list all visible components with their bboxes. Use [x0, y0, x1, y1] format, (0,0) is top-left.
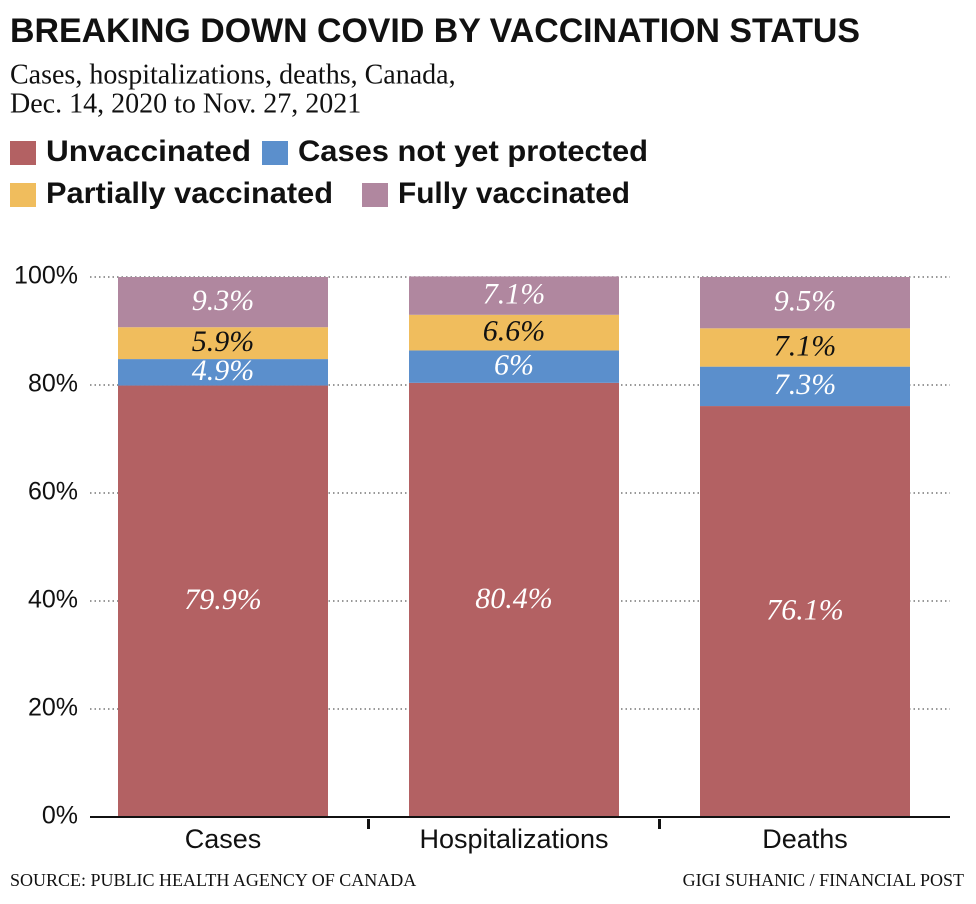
data-label: 7.3%: [774, 368, 837, 401]
data-label: 4.9%: [192, 354, 255, 387]
bar-segment: [700, 328, 910, 367]
bar-segment: [409, 276, 619, 315]
bar-segment: [118, 359, 328, 386]
data-label: 9.3%: [192, 284, 255, 317]
chart-title: BREAKING DOWN COVID BY VACCINATION STATU…: [10, 12, 860, 50]
legend-swatch: [362, 183, 388, 207]
bar-segment: [409, 350, 619, 383]
subtitle: Dec. 14, 2020 to Nov. 27, 2021: [10, 88, 361, 119]
legend-label: Partially vaccinated: [46, 177, 333, 210]
legend-swatch: [262, 141, 288, 165]
bar-segment: [118, 327, 328, 360]
x-tick-label: Cases: [185, 824, 262, 854]
data-label: 5.9%: [192, 325, 255, 358]
data-label: 7.1%: [774, 329, 837, 362]
bar-segment: [700, 366, 910, 407]
credit: GIGI SUHANIC / FINANCIAL POST: [683, 870, 964, 890]
bar-segment: [700, 277, 910, 329]
data-label: 80.4%: [475, 582, 553, 615]
bar-segment: [700, 406, 910, 817]
y-tick-label: 60%: [28, 478, 78, 506]
x-tick-label: Deaths: [762, 824, 848, 854]
legend-swatch: [10, 141, 36, 165]
subtitle: Cases, hospitalizations, deaths, Canada,: [10, 59, 456, 90]
data-label: 7.1%: [483, 278, 546, 311]
legend-swatch: [10, 183, 36, 207]
y-tick-label: 80%: [28, 370, 78, 398]
legend-label: Unvaccinated: [46, 135, 251, 168]
y-tick-label: 40%: [28, 586, 78, 614]
data-label: 76.1%: [766, 593, 844, 626]
bar-segment: [409, 382, 619, 817]
data-label: 6.6%: [483, 315, 546, 348]
y-tick-label: 0%: [42, 802, 78, 830]
legend-label: Fully vaccinated: [398, 177, 630, 210]
source: SOURCE: PUBLIC HEALTH AGENCY OF CANADA: [10, 870, 416, 890]
data-label: 79.9%: [184, 583, 262, 616]
x-tick-label: Hospitalizations: [419, 824, 608, 854]
data-label: 6%: [494, 349, 534, 382]
y-tick-label: 100%: [14, 262, 78, 290]
y-tick-label: 20%: [28, 694, 78, 722]
legend-label: Cases not yet protected: [298, 135, 648, 168]
bar-segment: [118, 385, 328, 817]
bar-segment: [409, 314, 619, 351]
data-label: 9.5%: [774, 285, 837, 318]
bar-segment: [118, 277, 328, 328]
